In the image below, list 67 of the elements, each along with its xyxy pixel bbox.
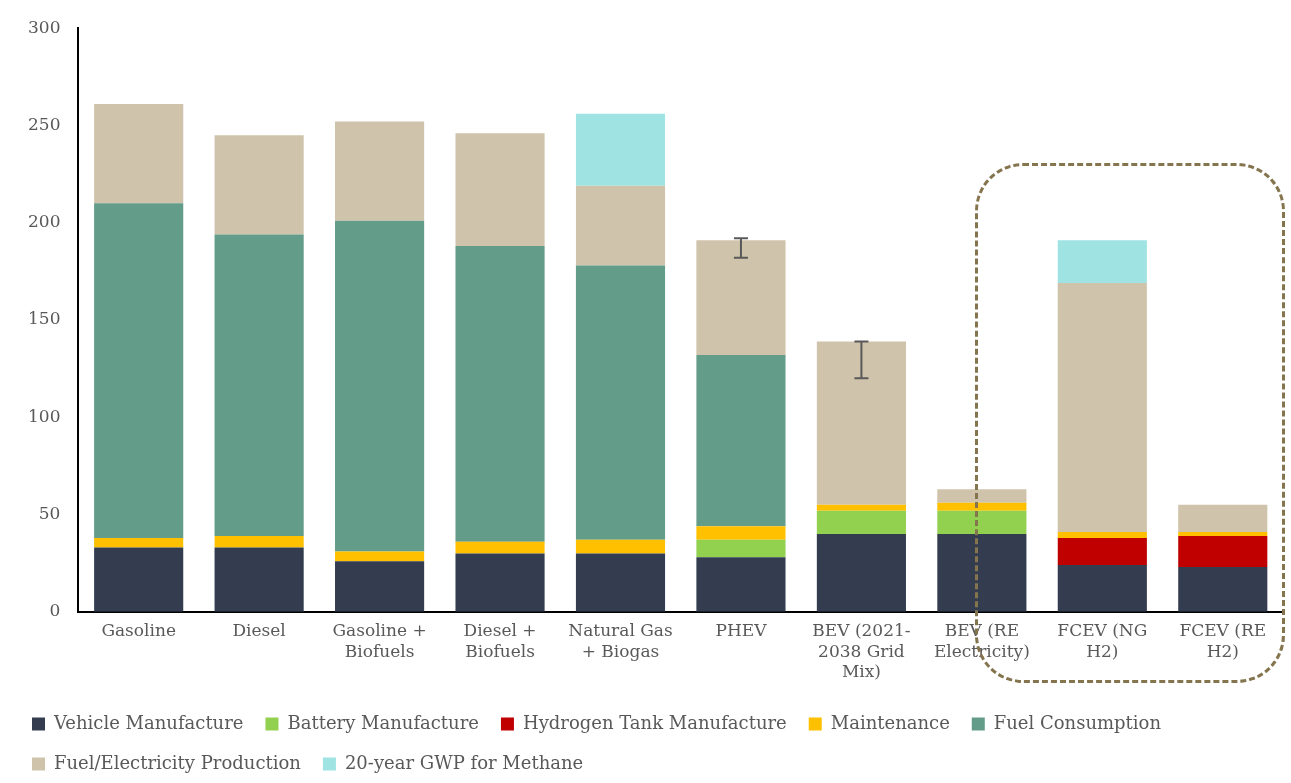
- bar: [335, 121, 425, 221]
- legend-label: Battery Manufacture: [287, 711, 479, 733]
- bar: [816, 533, 906, 612]
- legend-label: Hydrogen Tank Manufacture: [522, 711, 787, 733]
- x-tick-label: Gasoline: [101, 620, 176, 641]
- bar: [1057, 565, 1147, 612]
- bar: [575, 185, 666, 266]
- bar: [937, 502, 1027, 511]
- bar: [1057, 283, 1147, 533]
- y-tick-label: 0: [49, 600, 61, 621]
- bar: [94, 547, 184, 612]
- bar: [696, 526, 786, 540]
- y-tick-label: 250: [27, 113, 61, 134]
- bar: [1057, 532, 1147, 538]
- bar: [335, 551, 425, 562]
- x-tick-label: FCEV (NG H2): [1057, 620, 1148, 661]
- x-tick-label: BEV (2021-2038 Grid Mix): [812, 620, 911, 682]
- bar: [1178, 504, 1268, 533]
- bar: [816, 341, 906, 505]
- bar: [94, 537, 184, 548]
- bar: [214, 234, 304, 536]
- x-tick-label: FCEV (RE H2): [1179, 620, 1267, 661]
- legend-label: Vehicle Manufacture: [53, 711, 244, 733]
- bar: [937, 533, 1027, 612]
- bar: [816, 510, 906, 534]
- bar: [1057, 537, 1147, 566]
- bar: [214, 547, 304, 612]
- bar: [696, 355, 786, 527]
- bar: [575, 265, 666, 540]
- y-tick-label: 200: [27, 211, 61, 232]
- bar: [1178, 535, 1268, 568]
- x-tick-label: PHEV: [715, 620, 768, 641]
- bar: [1178, 532, 1268, 536]
- bar: [1057, 240, 1147, 284]
- bar: [696, 557, 786, 612]
- x-tick-label: Natural Gas + Biogas: [568, 620, 673, 661]
- x-tick-label: Diesel + Biofuels: [463, 620, 537, 661]
- y-tick-label: 100: [27, 405, 61, 426]
- bar: [1178, 567, 1268, 612]
- legend-label: Fuel Consumption: [993, 711, 1162, 733]
- x-tick-label: Diesel: [232, 620, 286, 641]
- bar: [575, 539, 666, 554]
- bar: [575, 113, 666, 186]
- y-tick-label: 300: [27, 16, 61, 37]
- x-tick-label: BEV (RE Electricity): [933, 620, 1030, 661]
- bar: [94, 104, 184, 204]
- bar: [937, 510, 1027, 534]
- legend-label: 20-year GWP for Methane: [344, 751, 584, 773]
- bar: [94, 203, 184, 538]
- bar: [455, 553, 545, 612]
- legend-label: Maintenance: [830, 711, 950, 733]
- bar: [214, 535, 304, 548]
- bar: [335, 561, 425, 612]
- bar: [455, 133, 545, 247]
- y-tick-label: 50: [38, 502, 61, 523]
- bar: [455, 246, 545, 542]
- x-tick-label: Gasoline + Biofuels: [332, 620, 427, 661]
- bar: [575, 553, 666, 612]
- bar: [816, 504, 906, 511]
- bar: [696, 539, 786, 558]
- legend-label: Fuel/Electricity Production: [54, 751, 302, 773]
- bar: [335, 220, 425, 552]
- bar: [937, 489, 1027, 503]
- bar: [455, 541, 545, 554]
- bar: [696, 240, 786, 356]
- bar: [214, 135, 304, 235]
- y-tick-label: 150: [27, 308, 61, 329]
